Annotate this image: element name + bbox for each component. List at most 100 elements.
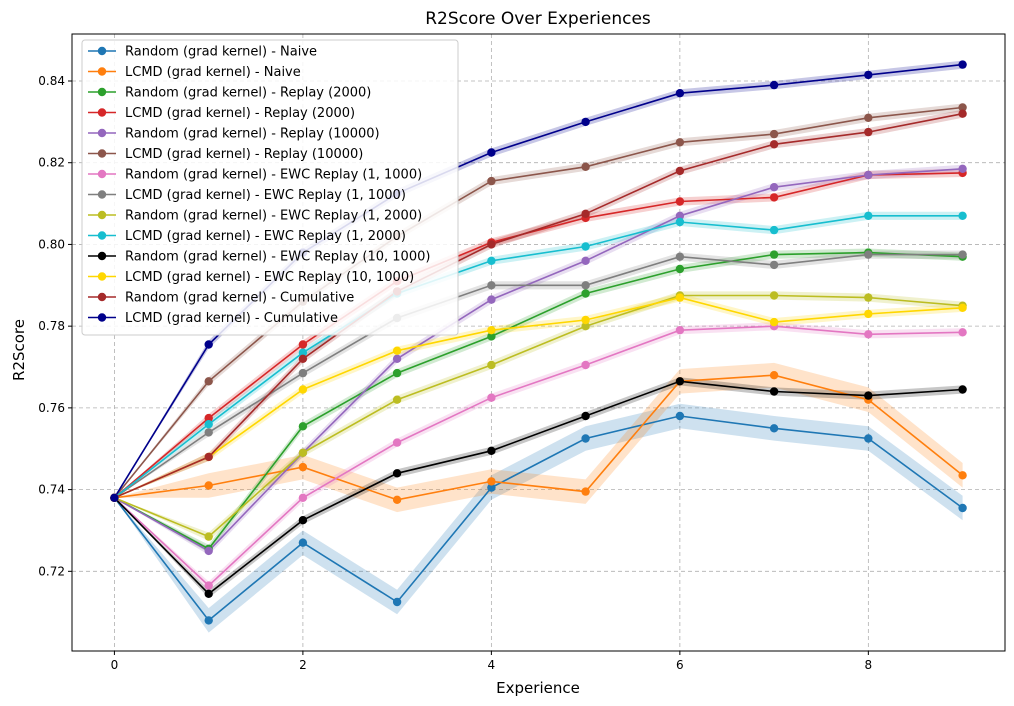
- data-point: [581, 256, 590, 265]
- data-point: [958, 60, 967, 69]
- data-point: [675, 411, 685, 421]
- series-points: [110, 60, 967, 625]
- data-point: [675, 211, 685, 220]
- x-tick-label: 8: [865, 658, 873, 672]
- data-point: [298, 493, 308, 502]
- legend-label: Random (grad kernel) - Cumulative: [125, 291, 354, 306]
- data-point: [204, 589, 213, 598]
- legend-marker: [97, 46, 107, 56]
- series-line: [113, 415, 964, 622]
- data-point: [298, 422, 308, 431]
- data-point: [769, 250, 779, 259]
- data-point: [675, 293, 685, 302]
- data-point: [298, 448, 308, 457]
- data-point: [298, 538, 308, 547]
- data-point: [958, 503, 967, 513]
- data-point: [581, 117, 590, 127]
- y-tick-label: 0.78: [38, 319, 65, 333]
- data-point: [675, 166, 685, 176]
- series-line: [114, 168, 963, 552]
- data-point: [675, 217, 685, 227]
- legend-label: LCMD (grad kernel) - Cumulative: [125, 311, 338, 326]
- data-point: [864, 250, 873, 259]
- legend-marker: [97, 87, 107, 97]
- legend-marker: [97, 272, 107, 281]
- data-point: [392, 495, 402, 504]
- data-point: [392, 346, 402, 355]
- data-point: [487, 483, 496, 492]
- series-line: [113, 172, 963, 499]
- legend-label: LCMD (grad kernel) - EWC Replay (1, 2000…: [125, 229, 406, 244]
- x-tick-label: 0: [111, 658, 119, 672]
- data-point: [769, 317, 779, 327]
- data-point: [298, 340, 308, 349]
- y-tick-label: 0.82: [38, 156, 65, 170]
- data-point: [487, 240, 496, 249]
- data-point: [958, 303, 967, 312]
- series-line: [114, 374, 964, 501]
- data-point: [864, 309, 873, 319]
- legend-marker: [97, 108, 107, 117]
- data-point: [769, 225, 779, 235]
- data-point: [958, 164, 967, 173]
- data-point: [392, 597, 402, 607]
- data-point: [581, 315, 590, 325]
- series-line: [114, 294, 963, 538]
- legend-marker: [97, 251, 107, 261]
- x-axis-ticks: 0 2 4 6 8: [111, 651, 873, 672]
- data-point: [487, 393, 496, 402]
- data-point: [204, 616, 213, 625]
- data-point: [769, 260, 779, 270]
- series-lines: [113, 63, 964, 622]
- data-point: [204, 428, 213, 437]
- data-point: [864, 113, 873, 123]
- data-point: [769, 193, 779, 202]
- data-point: [487, 281, 496, 290]
- data-point: [581, 281, 590, 290]
- data-point: [487, 256, 496, 265]
- data-point: [392, 368, 402, 378]
- legend: Random (grad kernel) - Naive LCMD (grad k…: [81, 39, 459, 336]
- y-tick-label: 0.80: [38, 237, 65, 251]
- series-band: [114, 109, 963, 498]
- legend-label: Random (grad kernel) - Replay (10000): [125, 127, 380, 142]
- data-point: [675, 252, 685, 261]
- y-axis-ticks: 0.72 0.74 0.76 0.78 0.80 0.82 0.84: [38, 74, 72, 578]
- data-point: [298, 368, 308, 378]
- data-point: [204, 532, 213, 541]
- data-point: [204, 420, 213, 429]
- data-point: [204, 413, 213, 423]
- series-line: [114, 251, 963, 550]
- data-point: [581, 162, 590, 171]
- legend-marker: [97, 67, 107, 76]
- data-point: [864, 330, 873, 339]
- legend-label: Random (grad kernel) - EWC Replay (1, 10…: [125, 168, 422, 183]
- data-point: [769, 140, 779, 149]
- data-point: [958, 471, 967, 480]
- data-point: [581, 411, 590, 421]
- data-point: [958, 250, 967, 259]
- data-point: [204, 452, 213, 462]
- data-point: [298, 348, 308, 357]
- legend-marker: [97, 292, 107, 302]
- data-point: [487, 176, 496, 186]
- data-point: [487, 295, 496, 304]
- y-tick-label: 0.84: [38, 74, 65, 88]
- legend-label: Random (grad kernel) - EWC Replay (1, 20…: [125, 209, 422, 224]
- series-line: [113, 325, 963, 587]
- legend-box: [81, 39, 459, 336]
- data-point: [487, 148, 496, 157]
- series-band: [114, 403, 963, 633]
- data-point: [675, 197, 685, 206]
- data-point: [769, 291, 779, 300]
- data-point: [581, 434, 590, 443]
- data-point: [392, 438, 402, 447]
- x-tick-label: 2: [299, 658, 307, 672]
- legend-label: LCMD (grad kernel) - Naive: [125, 65, 301, 80]
- data-point: [675, 138, 685, 147]
- data-point: [958, 328, 967, 337]
- plot-frame: [71, 33, 1006, 652]
- data-point: [958, 109, 967, 118]
- data-point: [769, 424, 779, 433]
